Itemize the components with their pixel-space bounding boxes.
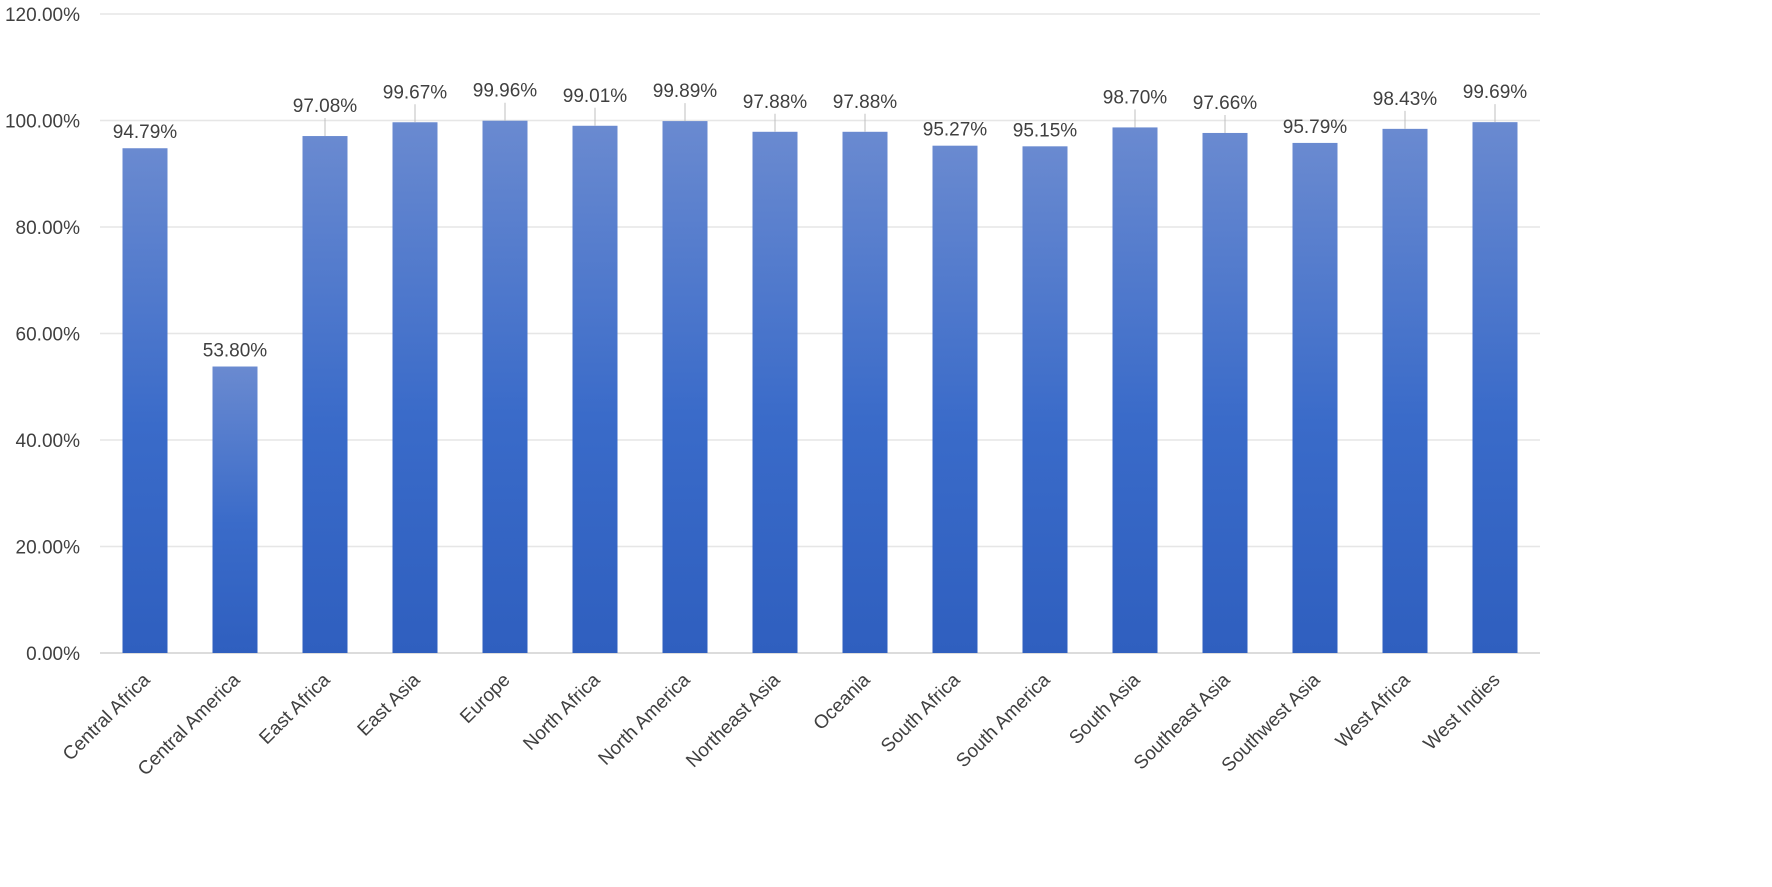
data-label: 98.43% [1373,89,1438,110]
bar [302,136,348,653]
data-label: 99.96% [473,81,538,102]
bar [392,122,438,653]
bar [842,131,888,653]
category-label: North Africa [519,669,604,754]
y-tick-label: 120.00% [5,5,80,26]
data-label: 97.66% [1193,93,1258,114]
y-tick-label: 80.00% [16,218,81,239]
category-label: North America [595,669,695,769]
bar [1382,128,1428,654]
bar [662,121,708,653]
bar [122,148,168,653]
y-tick-label: 100.00% [5,112,80,133]
category-label: West Indies [1420,670,1505,755]
category-label: South Asia [1065,669,1144,748]
category-label: Central Africa [59,669,155,765]
data-labels: 94.79% 53.80% 97.08% 99.67% 99.96% 99.01% 99.8… [113,81,1528,362]
bar [932,145,978,653]
data-label: 98.70% [1103,87,1168,108]
bar [1292,142,1338,653]
data-label: 53.80% [203,341,268,362]
category-label: South Africa [877,669,965,757]
y-tick-label: 0.00% [26,644,80,665]
data-label: 99.67% [383,82,448,103]
category-label: Southwest Asia [1218,669,1325,776]
y-axis-tick-labels: 0.00% 20.00% 40.00% 60.00% 80.00% 100.00% 120.… [5,5,80,665]
category-label: Northeast Asia [682,669,785,772]
y-tick-label: 40.00% [16,431,81,452]
category-label: South America [952,669,1055,772]
category-label: Southeast Asia [1130,669,1235,774]
category-label: East Asia [354,669,425,740]
bar [482,120,528,653]
data-label: 94.79% [113,122,178,143]
y-tick-label: 20.00% [16,538,81,559]
bar [1202,132,1248,653]
category-label: West Africa [1332,669,1415,752]
bar [752,131,798,653]
y-tick-label: 60.00% [16,325,81,346]
bar [572,125,618,654]
data-label: 95.79% [1283,117,1348,138]
bar [1472,122,1518,653]
data-label: 95.27% [923,120,988,141]
bar [1112,127,1158,654]
data-label: 99.69% [1463,82,1528,103]
data-label: 97.88% [743,92,808,113]
bar [1022,146,1068,654]
data-label: 97.88% [833,92,898,113]
category-label: Europe [456,670,514,728]
bar [212,366,258,653]
bars [122,120,1518,654]
data-label: 99.89% [653,81,718,102]
data-label: 97.08% [293,96,358,117]
category-label: East Africa [255,669,334,748]
data-label: 99.01% [563,86,628,107]
category-label: Oceania [810,669,875,734]
data-label: 95.15% [1013,120,1078,141]
